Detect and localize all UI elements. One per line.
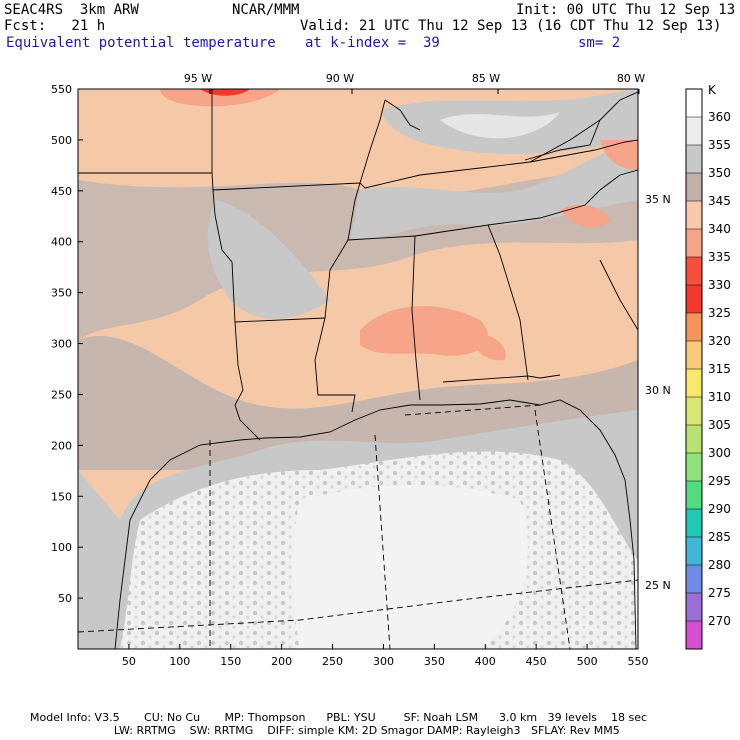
y-tick-label: 200	[51, 439, 72, 452]
colorbar-swatch	[686, 229, 702, 257]
y-tick-label: 50	[58, 592, 72, 605]
level-label: at k-index = 39	[305, 35, 440, 51]
colorbar-label: 330	[708, 278, 731, 292]
y-tick-label: 300	[51, 338, 72, 351]
field-name: Equivalent potential temperature	[6, 35, 276, 51]
graticule	[78, 404, 638, 649]
colorbar-label: 355	[708, 138, 731, 152]
smoothing-label: sm= 2	[578, 35, 621, 51]
colorbar-label: 325	[708, 306, 731, 320]
colorbar-label: 335	[708, 250, 731, 264]
colorbar-swatch	[686, 201, 702, 229]
colorbar: 360 355 350 345 340 335 330 325 320 315 310 305 300 2…	[685, 83, 731, 650]
colorbar-label: 270	[708, 614, 731, 628]
colorbar-label: 305	[708, 418, 731, 432]
x-tick-label: 400	[475, 655, 496, 668]
colorbar-swatch	[686, 369, 702, 397]
valid-time: Valid: 21 UTC Thu 12 Sep 13 (16 CDT Thu …	[300, 18, 722, 34]
colorbar-label: 290	[708, 502, 731, 516]
colorbar-swatch	[686, 565, 702, 593]
colorbar-label: 300	[708, 446, 731, 460]
colorbar-swatch	[686, 537, 702, 565]
longitude-label: 85 W	[472, 72, 500, 85]
longitude-label: 90 W	[326, 72, 354, 85]
forecast-hour: Fcst: 21 h	[4, 18, 106, 34]
org-label: NCAR/MMM	[232, 2, 300, 18]
x-tick-label: 250	[322, 655, 343, 668]
colorbar-unit: K	[708, 83, 717, 97]
model-info-line1: Model Info: V3.5 CU: No Cu MP: Thompson …	[30, 711, 648, 724]
colorbar-label: 350	[708, 166, 731, 180]
colorbar-swatch	[686, 173, 702, 201]
x-axis-ticks: 50 100 150 200 250 300 350 400 450 500 550	[122, 644, 649, 668]
plot-frame	[77, 88, 639, 650]
y-tick-label: 550	[51, 83, 72, 96]
colorbar-swatch	[686, 481, 702, 509]
colorbar-swatch	[686, 453, 702, 481]
longitude-label: 95 W	[184, 72, 212, 85]
colorbar-swatch	[686, 621, 702, 649]
colorbar-swatch	[686, 341, 702, 369]
latitude-label: 35 N	[645, 193, 671, 206]
y-tick-label: 150	[51, 490, 72, 503]
colorbar-swatch	[686, 425, 702, 453]
latitude-label: 30 N	[645, 384, 671, 397]
x-tick-label: 350	[424, 655, 445, 668]
x-tick-label: 150	[220, 655, 241, 668]
init-time: Init: 00 UTC Thu 12 Sep 13	[516, 2, 736, 18]
colorbar-label: 320	[708, 334, 731, 348]
colorbar-swatch	[686, 117, 702, 145]
longitude-labels: 95 W 90 W 85 W 80 W	[184, 72, 645, 94]
colorbar-label: 285	[708, 530, 731, 544]
model-info-line2: LW: RRTMG SW: RRTMG DIFF: simple KM: 2D …	[30, 724, 620, 737]
colorbar-label: 310	[708, 390, 731, 404]
y-tick-label: 400	[51, 236, 72, 249]
colorbar-label: 275	[708, 586, 731, 600]
y-tick-label: 350	[51, 287, 72, 300]
longitude-label: 80 W	[617, 72, 645, 85]
x-tick-label: 550	[628, 655, 649, 668]
colorbar-label: 360	[708, 110, 731, 124]
x-tick-label: 200	[271, 655, 292, 668]
latitude-labels: 35 N 30 N 25 N	[645, 193, 671, 592]
colorbar-swatch	[686, 257, 702, 285]
y-tick-label: 250	[51, 388, 72, 401]
colorbar-swatch	[686, 593, 702, 621]
colorbar-label: 295	[708, 474, 731, 488]
colorbar-swatch	[686, 397, 702, 425]
colorbar-label: 345	[708, 194, 731, 208]
x-tick-label: 300	[373, 655, 394, 668]
x-tick-label: 100	[169, 655, 190, 668]
colorbar-label: 340	[708, 222, 731, 236]
colorbar-swatch	[686, 313, 702, 341]
colorbar-label: 280	[708, 558, 731, 572]
x-tick-label: 50	[122, 655, 136, 668]
colorbar-swatch	[686, 145, 702, 173]
y-tick-label: 500	[51, 134, 72, 147]
y-tick-label: 450	[51, 185, 72, 198]
colorbar-label: 315	[708, 362, 731, 376]
theta-e-field	[78, 89, 638, 649]
colorbar-swatch	[686, 509, 702, 537]
y-tick-label: 100	[51, 541, 72, 554]
x-tick-label: 450	[526, 655, 547, 668]
colorbar-swatch	[686, 89, 702, 117]
political-boundaries	[78, 89, 638, 649]
y-axis-ticks: 50 100 150 200 250 300 350 400 450 500 550	[51, 83, 83, 605]
x-tick-label: 500	[577, 655, 598, 668]
latitude-label: 25 N	[645, 579, 671, 592]
model-title: SEAC4RS 3km ARW	[4, 2, 139, 18]
colorbar-swatch	[686, 285, 702, 313]
